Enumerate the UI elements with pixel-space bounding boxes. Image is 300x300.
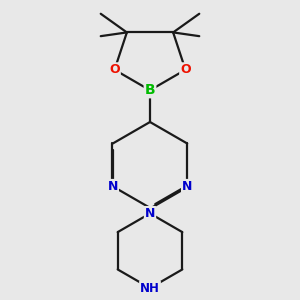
Text: N: N (108, 180, 118, 193)
Text: NH: NH (140, 282, 160, 295)
Text: N: N (145, 207, 155, 220)
Text: N: N (182, 180, 192, 193)
Text: B: B (145, 83, 155, 97)
Text: O: O (180, 63, 191, 76)
Text: O: O (109, 63, 120, 76)
